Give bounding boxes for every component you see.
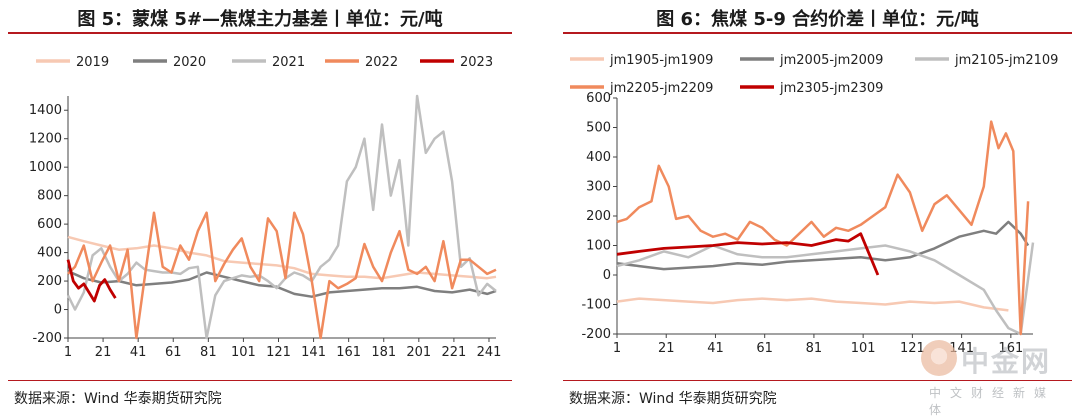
y-tick-label: 400 <box>586 150 611 165</box>
y-tick-label: -200 <box>32 331 62 346</box>
legend-label: 2023 <box>460 55 493 70</box>
x-tick-label: 161 <box>998 341 1023 356</box>
x-tick-label: 61 <box>165 345 182 360</box>
title-rule <box>563 32 1072 34</box>
y-tick-label: 600 <box>37 217 62 232</box>
source-rule <box>8 380 512 381</box>
x-tick-label: 201 <box>406 345 431 360</box>
y-tick-label: 800 <box>37 189 62 204</box>
x-tick-label: 101 <box>231 345 256 360</box>
x-tick-label: 21 <box>658 341 675 356</box>
y-tick-label: -100 <box>581 298 611 313</box>
legend-label: jm2005-jm2009 <box>779 53 883 68</box>
x-tick-label: 21 <box>95 345 112 360</box>
y-tick-label: 1200 <box>29 132 62 147</box>
x-tick-label: 81 <box>806 341 823 356</box>
legend-label: jm2105-jm2109 <box>954 53 1058 68</box>
legend-label: 2022 <box>365 55 398 70</box>
legend-label: 2021 <box>272 55 305 70</box>
series-line-2020 <box>67 269 497 298</box>
x-tick-label: 101 <box>851 341 876 356</box>
chart-title: 图 6：焦煤 5-9 合约价差丨单位：元/吨 <box>656 9 979 30</box>
x-tick-label: 221 <box>441 345 466 360</box>
title-rule <box>8 32 512 34</box>
y-tick-label: -200 <box>581 327 611 342</box>
legend-label: jm2205-jm2209 <box>609 81 713 96</box>
data-source: 数据来源：Wind 华泰期货研究院 <box>14 391 222 407</box>
x-tick-label: 241 <box>477 345 502 360</box>
y-tick-label: 400 <box>37 246 62 261</box>
y-tick-label: 1000 <box>29 160 62 175</box>
x-tick-label: 121 <box>900 341 925 356</box>
legend-label: jm2305-jm2309 <box>779 81 883 96</box>
series-line-jm2205-jm2209 <box>616 120 1030 336</box>
y-tick-label: 100 <box>586 239 611 254</box>
x-tick-label: 181 <box>371 345 396 360</box>
legend-label: 2020 <box>173 55 206 70</box>
y-tick-label: 500 <box>586 121 611 136</box>
x-tick-label: 61 <box>756 341 773 356</box>
y-tick-label: 200 <box>37 274 62 289</box>
y-tick-label: 300 <box>586 180 611 195</box>
series-line-jm2105-jm2109 <box>616 242 1035 336</box>
series-line-2022 <box>67 211 497 340</box>
watermark-brand: 中金网 <box>961 345 1052 378</box>
legend-label: 2019 <box>76 55 109 70</box>
data-source: 数据来源：Wind 华泰期货研究院 <box>569 391 777 407</box>
series-line-jm2005-jm2009 <box>616 220 1030 271</box>
series-line-2019 <box>67 235 497 280</box>
chart-title: 图 5：蒙煤 5#—焦煤主力基差丨单位：元/吨 <box>77 9 443 30</box>
y-tick-label: 0 <box>54 303 62 318</box>
y-tick-label: 0 <box>603 268 611 283</box>
y-tick-label: 200 <box>586 209 611 224</box>
watermark-subtitle: 中文财经新媒体 <box>929 386 1056 417</box>
x-tick-label: 141 <box>301 345 326 360</box>
series-line-jm2305-jm2309 <box>616 232 880 276</box>
source-rule <box>563 380 1072 381</box>
x-tick-label: 1 <box>64 345 72 360</box>
legend-label: jm1905-jm1909 <box>609 53 713 68</box>
x-tick-label: 161 <box>336 345 361 360</box>
left-chart-panel: 图 5：蒙煤 5#—焦煤主力基差丨单位：元/吨 -200 0 200 400 600 80… <box>0 0 520 412</box>
x-tick-label: 41 <box>707 341 724 356</box>
x-tick-label: 41 <box>130 345 147 360</box>
series-line-2023 <box>66 259 117 303</box>
x-tick-label: 81 <box>200 345 217 360</box>
watermark: 中金网 中文财经新媒体 <box>915 336 1075 417</box>
y-tick-label: 600 <box>586 91 611 106</box>
x-tick-label: 121 <box>266 345 291 360</box>
right-chart-panel: 图 6：焦煤 5-9 合约价差丨单位：元/吨 -200 -100 0 100 200 30… <box>555 0 1080 412</box>
x-tick-label: 1 <box>613 341 621 356</box>
y-tick-label: 1400 <box>29 103 62 118</box>
series-line-jm1905-jm1909 <box>616 297 1009 312</box>
watermark-logo-icon <box>921 340 957 376</box>
series-line-2021 <box>66 94 497 340</box>
